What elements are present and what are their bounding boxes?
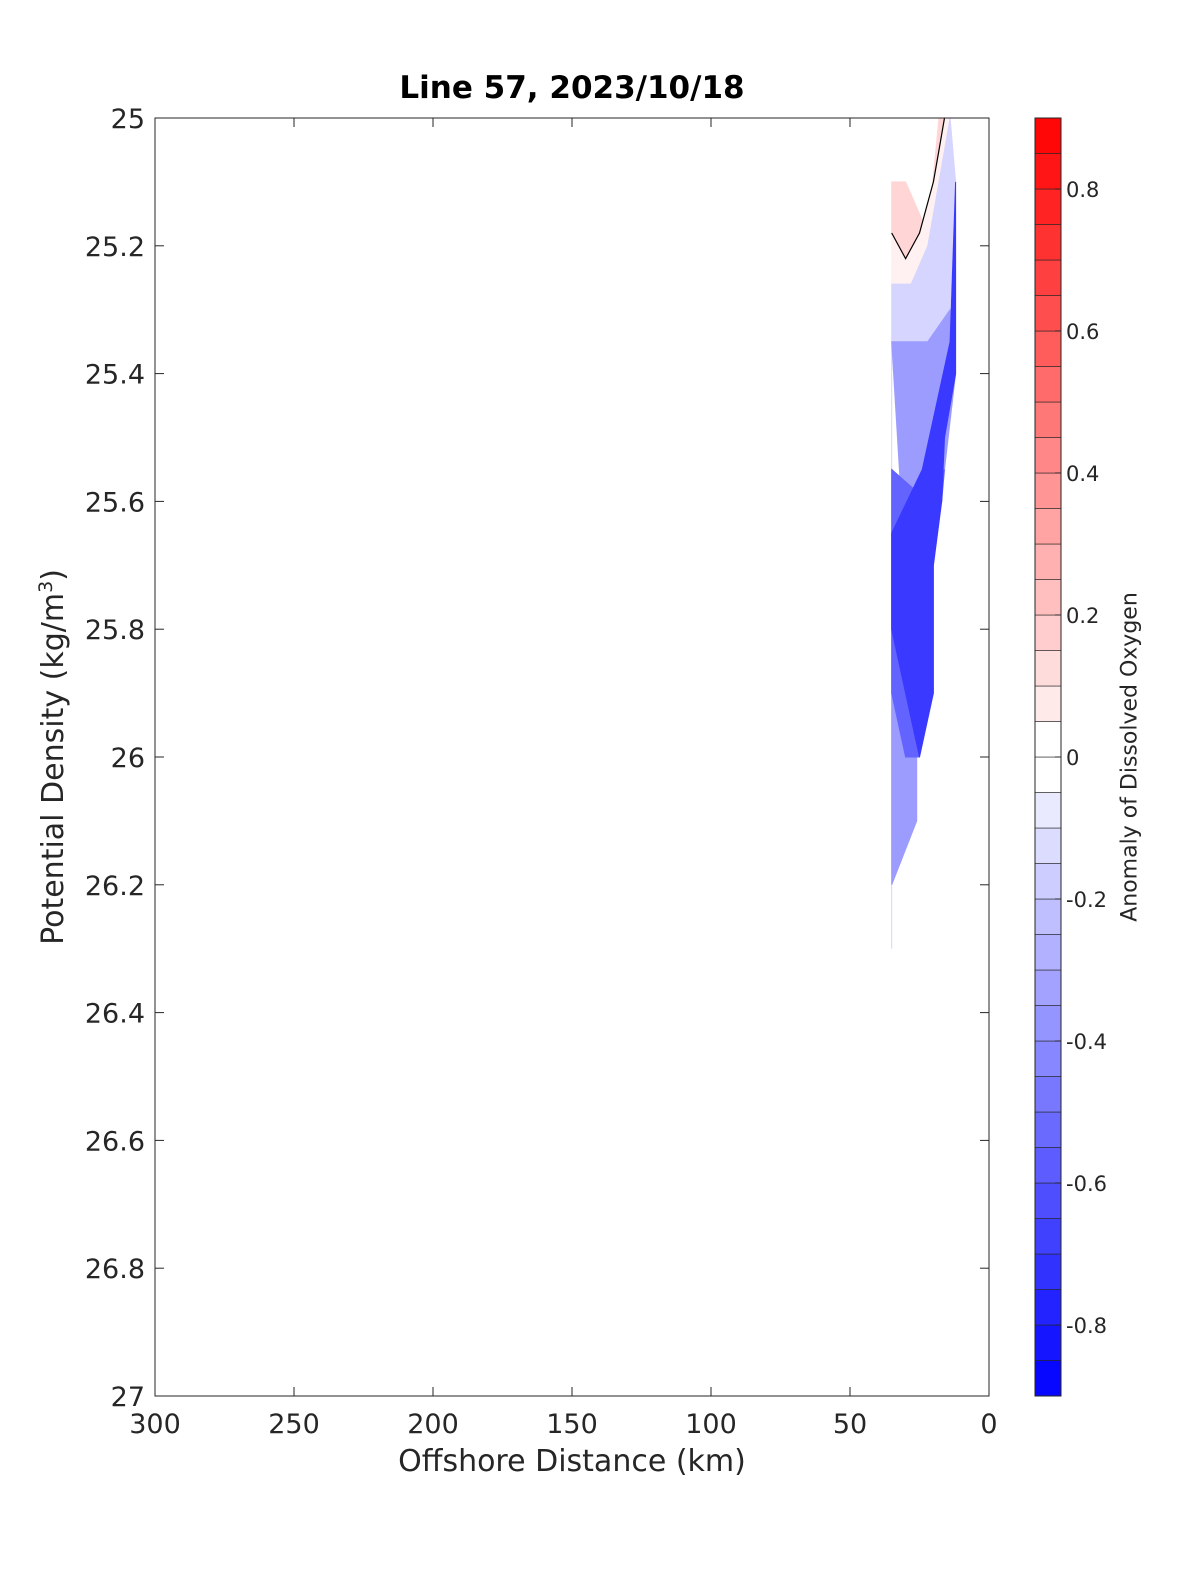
colorbar-segment <box>1034 721 1062 758</box>
colorbar-segment <box>1034 472 1062 509</box>
x-axis-ticks: 300 250 200 150 100 50 0 <box>129 118 998 1440</box>
y-axis-ticks: 25 25.2 25.4 25.6 25.8 26 26.2 26.4 26.6 26.8 27 <box>85 104 989 1413</box>
y-axis-label: Potential Density (kg/m3) <box>35 569 71 945</box>
colorbar-segment <box>1034 756 1062 793</box>
plot-axes-box <box>154 117 990 1397</box>
y-tick-label: 25.4 <box>85 360 145 391</box>
y-tick-label: 26.2 <box>85 871 145 902</box>
colorbar: 0.8 0.6 0.4 0.2 0 -0.2 -0.4 -0.6 -0.8 <box>1034 117 1107 1397</box>
y-tick-label: 26.6 <box>85 1126 145 1157</box>
y-tick-label: 25.2 <box>85 232 145 263</box>
x-tick-label: 0 <box>980 1409 997 1440</box>
y-tick-label: 26.8 <box>85 1254 145 1285</box>
colorbar-segment <box>1034 401 1062 438</box>
colorbar-segment <box>1034 1289 1062 1326</box>
colorbar-segment <box>1034 1360 1062 1397</box>
x-tick-label: 150 <box>546 1409 598 1440</box>
colorbar-segment <box>1034 1040 1062 1077</box>
x-tick-label: 100 <box>685 1409 737 1440</box>
colorbar-segment <box>1034 543 1062 580</box>
colorbar-segment <box>1034 437 1062 474</box>
colorbar-segment <box>1034 1076 1062 1113</box>
y-tick-label: 27 <box>111 1382 145 1413</box>
colorbar-segment <box>1034 863 1062 900</box>
anomaly-region-5 <box>891 181 957 758</box>
zero-contour-line <box>891 117 946 260</box>
y-axis-label-text: Potential Density (kg/m <box>36 592 71 945</box>
anomaly-contour-field <box>891 117 957 949</box>
colorbar-segment <box>1034 1324 1062 1361</box>
zero-contour <box>891 117 946 260</box>
x-axis-label: Offshore Distance (km) <box>398 1444 746 1479</box>
colorbar-segment <box>1034 1182 1062 1219</box>
colorbar-segment <box>1034 330 1062 367</box>
colorbar-segment <box>1034 969 1062 1006</box>
colorbar-tick-label: -0.6 <box>1066 1172 1107 1196</box>
colorbar-segment <box>1034 188 1062 225</box>
colorbar-tick-label: -0.4 <box>1066 1030 1107 1054</box>
colorbar-segment <box>1034 934 1062 971</box>
colorbar-segment <box>1034 685 1062 722</box>
colorbar-tick-label: 0.4 <box>1066 462 1099 486</box>
colorbar-tick-label: 0.2 <box>1066 604 1099 628</box>
y-axis-label-superscript: 3 <box>35 580 57 593</box>
colorbar-segment <box>1034 1253 1062 1290</box>
colorbar-segment <box>1034 508 1062 545</box>
colorbar-tick-label: 0.6 <box>1066 320 1099 344</box>
colorbar-tick-label: 0.8 <box>1066 178 1099 202</box>
colorbar-segment <box>1034 792 1062 829</box>
x-tick-label: 250 <box>268 1409 320 1440</box>
colorbar-segment <box>1034 1218 1062 1255</box>
y-tick-label: 26 <box>111 743 145 774</box>
colorbar-segment <box>1034 650 1062 687</box>
x-tick-label: 200 <box>407 1409 459 1440</box>
y-axis-label-close: ) <box>36 569 71 581</box>
colorbar-segment <box>1034 366 1062 403</box>
y-tick-label: 26.4 <box>85 999 145 1030</box>
colorbar-segment <box>1034 153 1062 190</box>
x-tick-label: 300 <box>129 1409 181 1440</box>
colorbar-tick-label: 0 <box>1066 746 1079 770</box>
colorbar-segment <box>1034 117 1062 154</box>
x-tick-label: 50 <box>833 1409 867 1440</box>
colorbar-label: Anomaly of Dissolved Oxygen <box>1117 592 1143 922</box>
colorbar-segment <box>1034 224 1062 261</box>
colorbar-tick-label: -0.2 <box>1066 888 1107 912</box>
colorbar-segment <box>1034 295 1062 332</box>
colorbar-segment <box>1034 1005 1062 1042</box>
chart-title: Line 57, 2023/10/18 <box>399 70 745 106</box>
colorbar-segment <box>1034 579 1062 616</box>
colorbar-segment <box>1034 1147 1062 1184</box>
colorbar-segment <box>1034 259 1062 296</box>
y-tick-label: 25 <box>111 104 145 135</box>
colorbar-tick-label: -0.8 <box>1066 1314 1107 1338</box>
y-tick-label: 25.8 <box>85 615 145 646</box>
colorbar-segment <box>1034 614 1062 651</box>
colorbar-segment <box>1034 898 1062 935</box>
colorbar-segment <box>1034 1111 1062 1148</box>
y-tick-label: 25.6 <box>85 487 145 518</box>
colorbar-segment <box>1034 827 1062 864</box>
